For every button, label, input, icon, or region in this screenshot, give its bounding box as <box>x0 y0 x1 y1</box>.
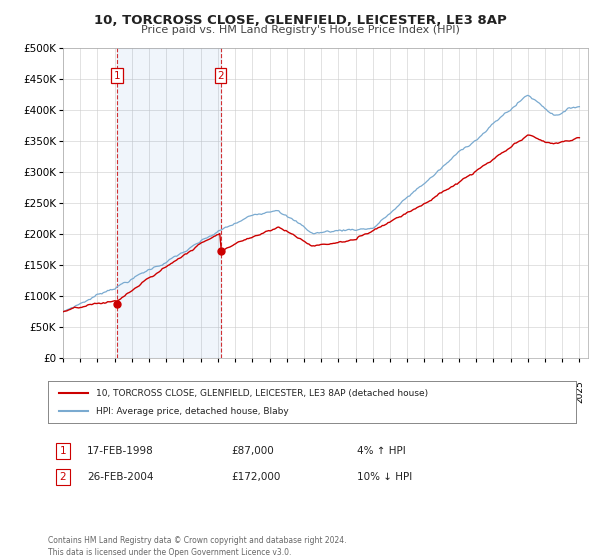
Text: 2002: 2002 <box>179 380 188 403</box>
Text: 1999: 1999 <box>127 380 136 403</box>
Text: £87,000: £87,000 <box>231 446 274 456</box>
Text: 2007: 2007 <box>265 380 274 403</box>
Text: 2021: 2021 <box>506 380 515 403</box>
Text: 1: 1 <box>59 446 67 456</box>
Text: 10% ↓ HPI: 10% ↓ HPI <box>357 472 412 482</box>
Text: 2: 2 <box>217 71 224 81</box>
Text: 2011: 2011 <box>334 380 343 403</box>
Text: 2000: 2000 <box>145 380 154 403</box>
Point <box>216 247 226 256</box>
Text: 2001: 2001 <box>162 380 171 403</box>
Text: 2023: 2023 <box>541 380 550 403</box>
Text: 2004: 2004 <box>214 380 223 403</box>
Text: 1995: 1995 <box>59 380 67 403</box>
Text: 2013: 2013 <box>368 380 377 403</box>
Text: 2022: 2022 <box>523 380 532 403</box>
Text: 10, TORCROSS CLOSE, GLENFIELD, LEICESTER, LE3 8AP: 10, TORCROSS CLOSE, GLENFIELD, LEICESTER… <box>94 14 506 27</box>
Text: 2014: 2014 <box>386 380 395 403</box>
Text: 2016: 2016 <box>420 380 429 403</box>
Text: Price paid vs. HM Land Registry's House Price Index (HPI): Price paid vs. HM Land Registry's House … <box>140 25 460 35</box>
Text: HPI: Average price, detached house, Blaby: HPI: Average price, detached house, Blab… <box>95 407 288 417</box>
Text: 26-FEB-2004: 26-FEB-2004 <box>87 472 154 482</box>
Text: 2015: 2015 <box>403 380 412 403</box>
Bar <box>117 48 221 358</box>
Text: 2019: 2019 <box>472 380 481 403</box>
Text: 1997: 1997 <box>93 380 102 403</box>
Text: 2020: 2020 <box>489 380 498 403</box>
Text: 2005: 2005 <box>230 380 239 403</box>
Point <box>112 300 122 309</box>
Text: £172,000: £172,000 <box>231 472 280 482</box>
Text: 2008: 2008 <box>282 380 291 403</box>
Text: 2024: 2024 <box>557 380 566 403</box>
Text: 2017: 2017 <box>437 380 446 403</box>
Text: 2010: 2010 <box>317 380 326 403</box>
Text: 2: 2 <box>59 472 67 482</box>
Text: 1: 1 <box>113 71 120 81</box>
Text: 1998: 1998 <box>110 380 119 403</box>
Text: 17-FEB-1998: 17-FEB-1998 <box>87 446 154 456</box>
Text: 2006: 2006 <box>248 380 257 403</box>
Text: 2018: 2018 <box>454 380 463 403</box>
Text: 1996: 1996 <box>76 380 85 403</box>
Text: 2003: 2003 <box>196 380 205 403</box>
Text: 10, TORCROSS CLOSE, GLENFIELD, LEICESTER, LE3 8AP (detached house): 10, TORCROSS CLOSE, GLENFIELD, LEICESTER… <box>95 389 428 398</box>
Text: 2009: 2009 <box>299 380 308 403</box>
Text: 2025: 2025 <box>575 380 584 403</box>
Text: Contains HM Land Registry data © Crown copyright and database right 2024.
This d: Contains HM Land Registry data © Crown c… <box>48 536 347 557</box>
Text: 4% ↑ HPI: 4% ↑ HPI <box>357 446 406 456</box>
Text: 2012: 2012 <box>351 380 360 403</box>
